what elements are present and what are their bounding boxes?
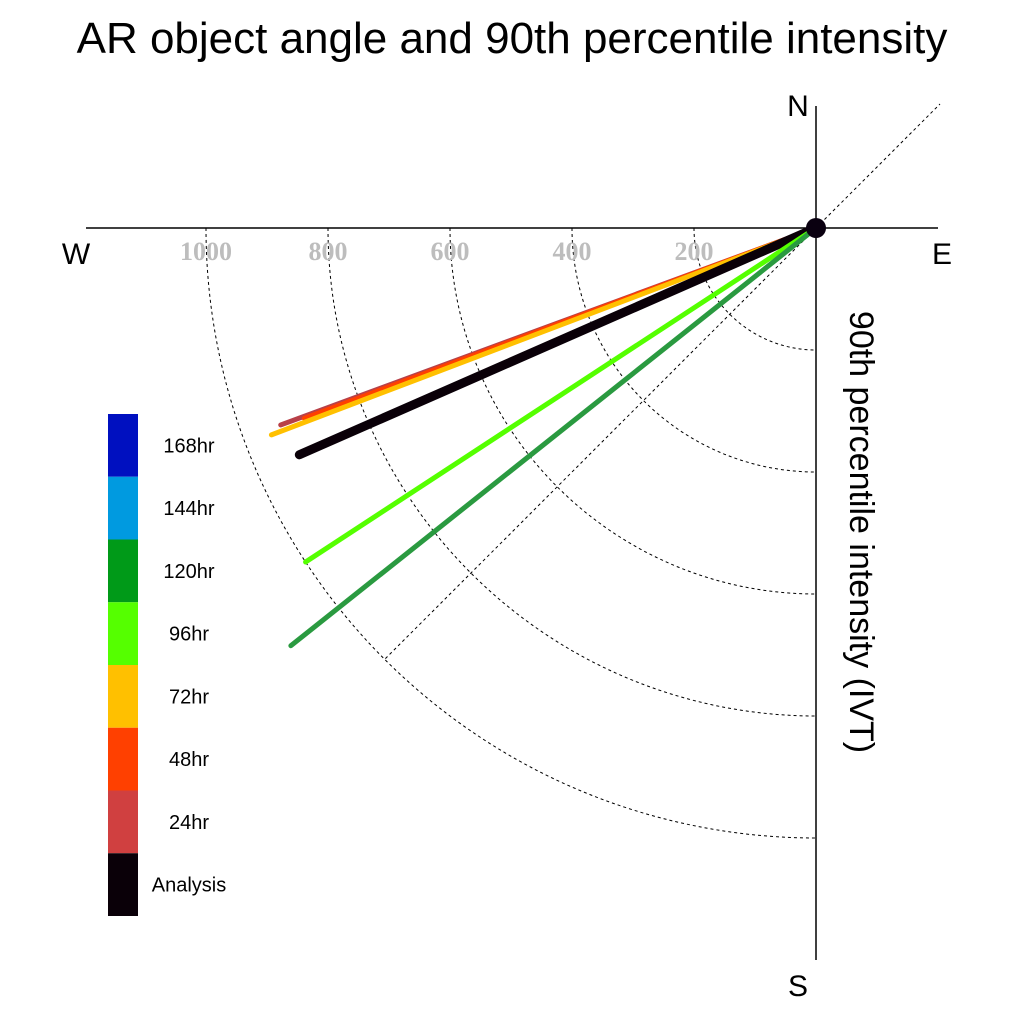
legend-label: 24hr bbox=[169, 812, 209, 834]
legend-swatch-144hr bbox=[108, 476, 138, 540]
legend-label: Analysis bbox=[152, 875, 226, 897]
legend-swatch-96hr bbox=[108, 602, 138, 665]
legend-swatch-analysis bbox=[108, 853, 138, 916]
east-label: E bbox=[932, 238, 952, 271]
legend-swatch-24hr bbox=[108, 790, 138, 854]
grid-arc-800 bbox=[327, 227, 817, 717]
legend-label: 72hr bbox=[169, 686, 209, 708]
legend-swatch-120hr bbox=[108, 539, 138, 603]
series-layer bbox=[268, 223, 821, 649]
legend-swatch-72hr bbox=[108, 665, 138, 728]
series-line-120hr bbox=[288, 225, 819, 649]
radial-ticks: 200 400 600 800 1000 bbox=[180, 237, 714, 266]
south-label: S bbox=[788, 970, 808, 1003]
legend-label: 168hr bbox=[163, 435, 214, 457]
radial-tick-label: 600 bbox=[431, 237, 470, 266]
grid-arc-600 bbox=[449, 227, 817, 595]
series-line-96hr bbox=[303, 225, 819, 565]
legend-label: 96hr bbox=[169, 624, 209, 646]
radial-tick-label: 400 bbox=[553, 237, 592, 266]
legend-label: 120hr bbox=[163, 561, 214, 583]
north-label: N bbox=[787, 90, 809, 123]
grid-layer bbox=[205, 227, 817, 839]
radial-tick-label: 1000 bbox=[180, 237, 232, 266]
series-line-analysis bbox=[294, 223, 821, 460]
legend-label: 144hr bbox=[163, 498, 214, 520]
origin-marker bbox=[806, 218, 826, 238]
legend-swatch-168hr bbox=[108, 414, 138, 477]
grid-diagonal bbox=[384, 227, 817, 660]
legend: 168hr 144hr 120hr 96hr 72hr 48hr 24hr Analysis bbox=[108, 414, 226, 916]
west-label: W bbox=[62, 238, 91, 271]
grid-arc-1000 bbox=[205, 227, 817, 839]
chart-title: AR object angle and 90th percentile inte… bbox=[76, 14, 948, 63]
radial-tick-label: 800 bbox=[309, 237, 348, 266]
legend-swatch-48hr bbox=[108, 727, 138, 791]
grid-arc-400 bbox=[571, 227, 817, 473]
grid-arc-200 bbox=[693, 227, 817, 351]
series-line-72hr bbox=[268, 225, 819, 438]
legend-label: 48hr bbox=[169, 749, 209, 771]
radial-axis-label: 90th percentile intensity (IVT) bbox=[842, 311, 880, 753]
diagonal-guide bbox=[815, 103, 941, 229]
radial-tick-label: 200 bbox=[675, 237, 714, 266]
